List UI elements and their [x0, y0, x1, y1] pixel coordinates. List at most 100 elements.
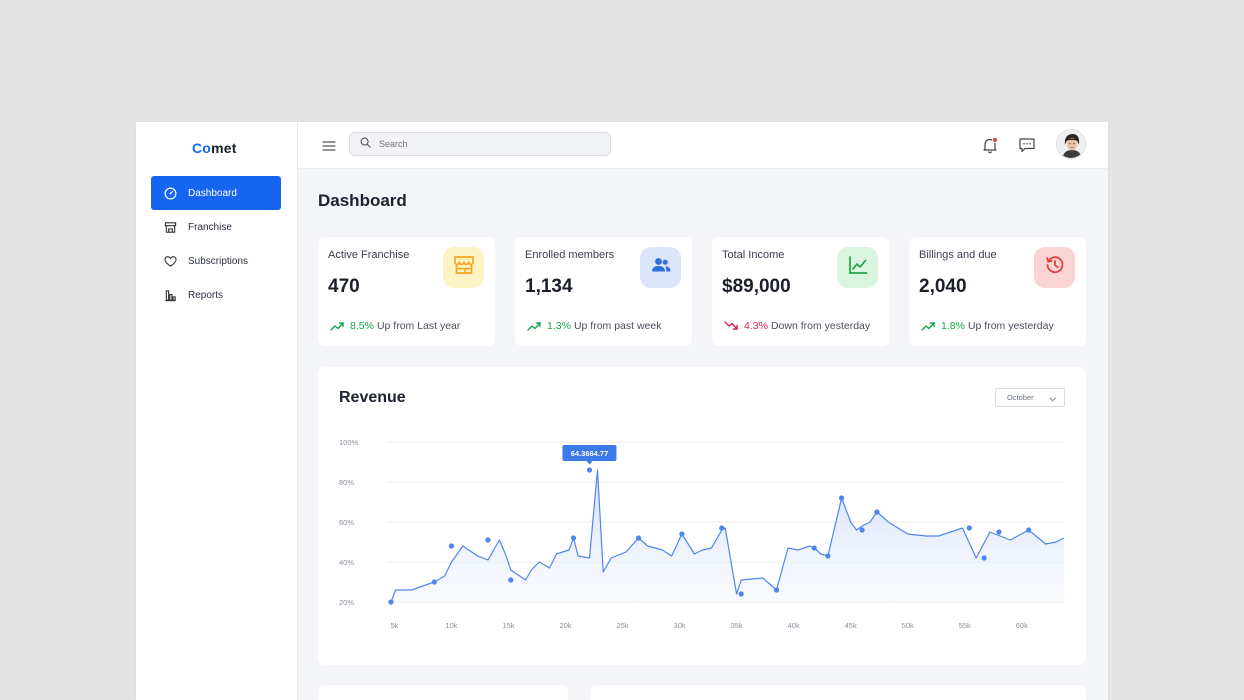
y-tick-label: 20% — [339, 598, 354, 607]
stat-value: 1,134 — [525, 276, 573, 297]
users-icon — [650, 254, 672, 281]
y-tick-label: 60% — [339, 518, 354, 527]
stat-label: Active Franchise — [328, 249, 410, 261]
tooltip-label: 64.3664.77 — [571, 449, 609, 458]
data-point — [981, 555, 987, 561]
data-point — [431, 579, 437, 585]
stat-value: $89,000 — [722, 276, 791, 297]
store-icon — [453, 254, 475, 281]
topbar — [298, 122, 1108, 169]
data-point — [719, 525, 725, 531]
stat-value: 2,040 — [919, 276, 967, 297]
stat-badge — [1034, 247, 1075, 288]
data-point — [825, 553, 831, 559]
data-point — [874, 509, 880, 515]
store-icon — [163, 220, 177, 234]
dashboard-icon — [163, 186, 177, 200]
user-avatar[interactable] — [1056, 129, 1086, 159]
trend-note: Up from yesterday — [967, 320, 1054, 332]
sidebar-item-label: Reports — [188, 289, 224, 301]
sidebar-item-franchise[interactable]: Franchise — [151, 210, 281, 244]
stat-trend: 1.3% Up from past week — [527, 320, 661, 332]
stat-trend: 8.5% Up from Last year — [330, 320, 460, 332]
trend-percent: 4.3% — [744, 320, 768, 332]
brand-prefix: Co — [192, 140, 212, 156]
x-tick-label: 35k — [731, 621, 743, 630]
trend-down-icon — [724, 321, 738, 331]
stat-label: Total Income — [722, 249, 785, 261]
data-point — [1026, 527, 1032, 533]
x-tick-label: 10k — [445, 621, 457, 630]
tooltip-pointer — [586, 461, 593, 465]
trend-percent: 8.5% — [350, 320, 374, 332]
notification-badge — [992, 137, 998, 143]
sidebar-item-label: Subscriptions — [188, 255, 249, 267]
month-selected: October — [1007, 393, 1034, 402]
stat-value: 470 — [328, 276, 360, 297]
notification-bell-icon[interactable] — [981, 136, 999, 154]
x-tick-label: 20k — [559, 621, 571, 630]
y-tick-label: 80% — [339, 478, 354, 487]
data-point — [635, 535, 642, 541]
data-point — [859, 527, 865, 533]
x-tick-label: 45k — [845, 621, 857, 630]
y-tick-label: 40% — [339, 558, 354, 567]
trend-percent: 1.3% — [547, 320, 571, 332]
sidebar-item-label: Franchise — [188, 221, 232, 233]
sidebar-nav: Dashboard Franchise Subscriptions Report… — [151, 176, 281, 312]
data-point — [586, 467, 593, 473]
data-point — [679, 531, 685, 537]
heart-icon — [163, 254, 177, 268]
search-input[interactable] — [379, 139, 599, 149]
x-tick-label: 15k — [502, 621, 514, 630]
data-point — [811, 545, 817, 551]
stat-label: Enrolled members — [525, 249, 615, 261]
stat-card-billings-due: Billings and due 2,040 1.8% Up from yest… — [909, 237, 1086, 346]
x-tick-label: 5k — [390, 621, 398, 630]
trend-up-icon — [921, 321, 935, 331]
x-tick-label: 30k — [674, 621, 686, 630]
stat-trend: 1.8% Up from yesterday — [921, 320, 1054, 332]
stat-label: Billings and due — [919, 249, 997, 261]
trend-note: Up from Last year — [376, 320, 461, 332]
sidebar: Comet Dashboard Franchise Subscriptions — [136, 122, 298, 700]
y-tick-label: 100% — [339, 438, 359, 447]
revenue-line — [390, 469, 1065, 603]
sidebar-item-subscriptions[interactable]: Subscriptions — [151, 244, 281, 278]
chevron-down-icon — [1049, 395, 1056, 402]
stat-badge — [640, 247, 681, 288]
data-point — [773, 587, 780, 593]
stat-badge — [443, 247, 484, 288]
tooltip-box — [562, 445, 617, 461]
brand-logo[interactable]: Comet — [192, 140, 237, 156]
revenue-chart: 100% 80% 60% 40% 20% 5k 10k 15k 20k 25k 30k 35k 40k 4… — [339, 438, 1065, 630]
data-point — [966, 525, 972, 531]
history-icon — [1044, 254, 1066, 281]
brand-suffix: met — [211, 140, 237, 156]
line-chart-icon — [847, 254, 869, 281]
stat-card-active-franchise: Active Franchise 470 8.5% Up from Last y… — [318, 237, 495, 346]
data-point — [388, 599, 394, 605]
x-tick-label: 40k — [788, 621, 800, 630]
sidebar-item-dashboard[interactable]: Dashboard — [151, 176, 281, 210]
data-point — [570, 535, 577, 541]
stat-trend: 4.3% Down from yesterday — [724, 320, 870, 332]
trend-percent: 1.8% — [941, 320, 965, 332]
page-title: Dashboard — [318, 191, 407, 210]
month-dropdown[interactable]: October — [995, 388, 1065, 407]
search-icon — [360, 135, 371, 153]
bottom-card-left — [318, 685, 568, 700]
chat-icon[interactable] — [1018, 136, 1036, 154]
x-tick-label: 55k — [959, 621, 971, 630]
data-point — [448, 543, 455, 549]
trend-note: Up from past week — [573, 320, 662, 332]
data-point — [738, 591, 744, 597]
trend-up-icon — [527, 321, 541, 331]
search-bar — [349, 132, 611, 156]
trend-note: Down from yesterday — [770, 320, 871, 332]
data-point — [996, 529, 1002, 535]
revenue-title: Revenue — [339, 389, 406, 406]
revenue-card: 100% 80% 60% 40% 20% 5k 10k 15k 20k 25k 30k 35k 40k 4… — [318, 367, 1086, 665]
sidebar-item-reports[interactable]: Reports — [151, 278, 281, 312]
hamburger-menu-icon[interactable] — [322, 139, 336, 151]
